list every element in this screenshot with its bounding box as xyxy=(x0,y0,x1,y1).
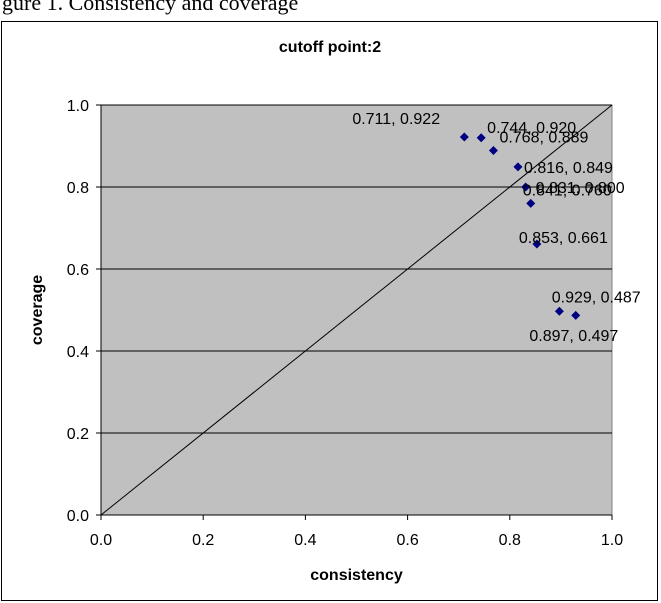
data-label: 0.897, 0.497 xyxy=(529,328,618,345)
data-label: 0.841, 0.760 xyxy=(523,182,612,199)
data-label: 0.929, 0.487 xyxy=(552,289,641,306)
data-label: 0.768, 0.889 xyxy=(499,130,588,147)
data-points xyxy=(459,132,581,320)
y-tick-label: 0.6 xyxy=(67,262,89,279)
x-tick-label: 0.6 xyxy=(396,532,418,549)
y-tick-label: 0.8 xyxy=(67,180,89,197)
data-point xyxy=(488,146,498,156)
y-tick-label: 1.0 xyxy=(67,98,89,115)
y-tick-label: 0.0 xyxy=(67,508,89,525)
y-tick-label: 0.2 xyxy=(67,426,89,443)
data-point xyxy=(532,239,542,249)
x-axis-label: consistency xyxy=(310,567,403,584)
data-point xyxy=(554,306,564,316)
data-point xyxy=(476,133,486,143)
data-point xyxy=(459,132,469,142)
x-tick-label: 0.8 xyxy=(499,532,521,549)
y-axis-label: coverage xyxy=(29,275,46,345)
chart-title: cutoff point:2 xyxy=(279,39,381,56)
data-label: 0.831, 0.800 xyxy=(536,180,625,197)
figure-caption: gure 1. Consistency and coverage xyxy=(2,0,299,15)
x-tick-label: 0.0 xyxy=(90,532,112,549)
data-label: 0.816, 0.849 xyxy=(524,160,613,177)
x-tick-label: 0.4 xyxy=(294,532,316,549)
data-label: 0.853, 0.661 xyxy=(519,230,608,247)
data-point xyxy=(526,198,536,208)
data-label: 0.711, 0.922 xyxy=(352,111,440,128)
y-tick-label: 0.4 xyxy=(67,344,89,361)
x-tick-label: 1.0 xyxy=(601,532,623,549)
x-tick-label: 0.2 xyxy=(192,532,214,549)
data-point xyxy=(513,162,523,172)
data-point xyxy=(521,182,531,192)
gridlines xyxy=(101,104,612,434)
data-label: 0.744, 0.920 xyxy=(487,120,576,137)
diagonal-reference-line xyxy=(100,104,613,516)
axes: 0.0 0.2 0.4 0.6 0.8 1.0 0.0 0.2 0.4 0.6 0.8 1.0 xyxy=(67,98,623,549)
data-point xyxy=(571,310,581,320)
